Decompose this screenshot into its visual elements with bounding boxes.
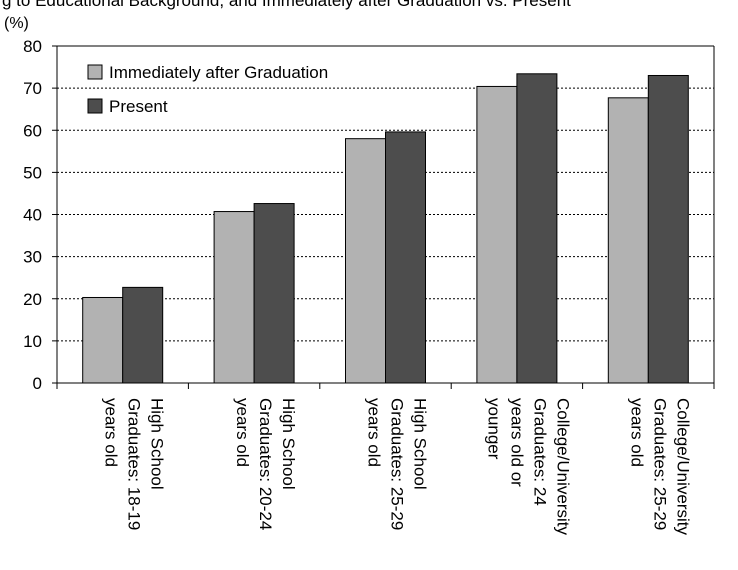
- x-category-label-line: High School: [411, 398, 430, 490]
- x-category-label-line: years old or: [507, 398, 526, 487]
- bar-present-1: [122, 286, 164, 384]
- x-category-label-line: years old: [365, 398, 384, 467]
- x-category-label-line: High School: [148, 398, 167, 490]
- y-tick-label-0: 0: [33, 374, 42, 393]
- y-tick-label-30: 30: [23, 248, 42, 267]
- legend-label-after-graduation: Immediately after Graduation: [109, 63, 328, 82]
- y-tick-label-10: 10: [23, 332, 42, 351]
- x-category-label-line: Graduates: 25-29: [650, 398, 669, 530]
- x-category-label-line: College/University: [673, 398, 692, 535]
- bar-present-4: [516, 73, 558, 384]
- bar-present-3: [385, 131, 426, 384]
- bar-after-graduation-5: [607, 97, 649, 384]
- y-tick-labels: 0 10 20 30 40 50 60 70 80: [23, 37, 42, 393]
- x-category-label-line: Graduates: 24: [530, 398, 549, 506]
- bar-present-5: [647, 74, 689, 384]
- x-category-label-line: College/University: [553, 398, 572, 535]
- y-tick-label-80: 80: [23, 37, 42, 56]
- bar-present-2: [253, 203, 295, 384]
- y-tick-label-40: 40: [23, 206, 42, 225]
- bar-after-graduation-3: [345, 138, 386, 384]
- bar-after-graduation-2: [213, 211, 255, 384]
- x-category-label-line: years old: [102, 398, 121, 467]
- x-category-label-line: years old: [627, 398, 646, 467]
- x-category-label-line: Graduates: 20-24: [256, 398, 275, 530]
- legend-label-present: Present: [109, 97, 168, 116]
- bar-after-graduation-4: [476, 85, 518, 384]
- x-category-label-line: younger: [484, 398, 503, 460]
- legend: Immediately after Graduation Present: [87, 63, 328, 116]
- chart-title-fragment: g to Educational Background, and Immedia…: [2, 0, 571, 10]
- legend-swatch-after-graduation: [87, 64, 103, 80]
- bars: [82, 73, 689, 384]
- axes: [52, 45, 715, 389]
- y-tick-label-50: 50: [23, 163, 42, 182]
- y-axis-unit-label: (%): [4, 15, 29, 32]
- x-category-label-line: years old: [233, 398, 252, 467]
- y-tick-label-70: 70: [23, 79, 42, 98]
- x-category-label-line: Graduates: 18-19: [125, 398, 144, 530]
- y-tick-label-60: 60: [23, 121, 42, 140]
- bar-after-graduation-1: [82, 296, 124, 384]
- y-tick-label-20: 20: [23, 290, 42, 309]
- x-category-label-line: Graduates: 25-29: [388, 398, 407, 530]
- legend-swatch-present: [87, 98, 103, 114]
- x-category-label-line: High School: [279, 398, 298, 490]
